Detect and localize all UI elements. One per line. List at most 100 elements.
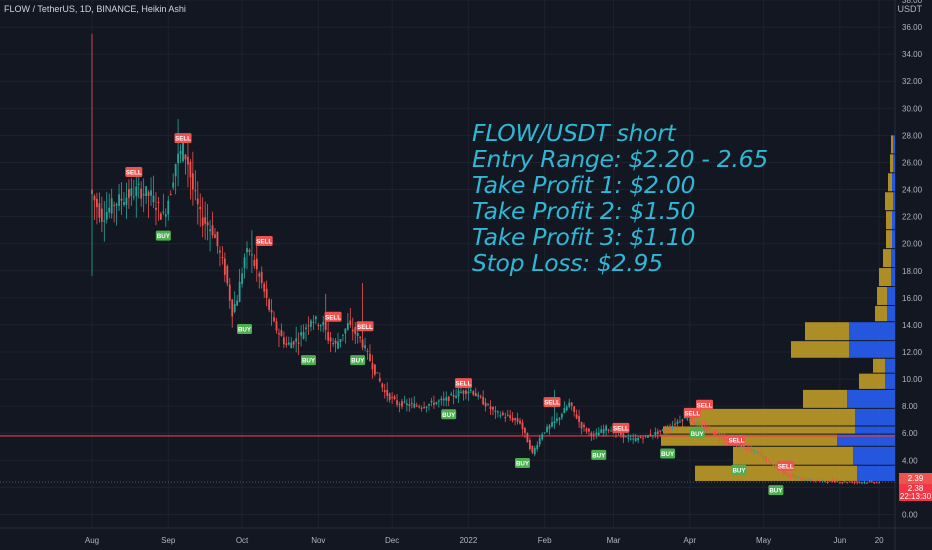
buy-signal: BUY <box>515 458 530 469</box>
candle-body <box>602 429 605 434</box>
signal-label: BUY <box>442 412 456 419</box>
candle-body <box>332 343 334 345</box>
signal-label: BUY <box>516 461 530 468</box>
candle-body <box>765 457 767 461</box>
buy-signal: BUY <box>155 230 171 241</box>
candle-body <box>366 351 369 353</box>
candle-body <box>425 406 428 408</box>
candle-body <box>361 339 364 348</box>
candle-body <box>558 417 561 420</box>
candle-body <box>433 402 435 405</box>
candle-body <box>157 201 160 203</box>
candle-body <box>334 340 337 344</box>
candle-body <box>743 445 745 447</box>
buy-signal: BUY <box>689 428 705 439</box>
y-tick-label: 20.00 <box>902 240 923 249</box>
candle-body <box>516 418 519 422</box>
candle-body <box>543 432 546 434</box>
candle-body <box>752 450 755 452</box>
candle-body <box>209 229 211 232</box>
candle-body <box>251 254 253 256</box>
candle-body <box>548 425 551 429</box>
signal-label: BUY <box>157 233 171 240</box>
candle-body <box>167 200 170 215</box>
buy-signal: BUY <box>350 355 366 366</box>
candle-body <box>538 438 541 445</box>
candle-body <box>228 284 231 301</box>
vp-bar-down <box>733 446 853 465</box>
candle-body <box>199 206 202 210</box>
signal-label: BUY <box>661 451 675 458</box>
candle-body <box>312 321 315 323</box>
x-tick-label: May <box>756 536 771 545</box>
candle-body <box>155 207 157 210</box>
candle-body <box>115 204 118 206</box>
candle-body <box>595 432 598 435</box>
candle-body <box>597 432 600 436</box>
candle-body <box>536 444 539 450</box>
candle-body <box>848 481 851 483</box>
candle-body <box>120 198 123 201</box>
candle-body <box>241 273 243 284</box>
candle-body <box>455 395 457 398</box>
candle-body <box>556 418 558 422</box>
y-tick-label: 38.00 <box>902 0 923 5</box>
candle-body <box>484 402 487 407</box>
candle-body <box>300 332 302 336</box>
signal-label: BUY <box>769 488 783 495</box>
candle-body <box>521 422 524 430</box>
candle-body <box>797 477 799 479</box>
candle-body <box>787 474 790 476</box>
vp-bar-up <box>887 287 895 305</box>
candle-body <box>570 402 573 406</box>
candle-body <box>740 444 743 448</box>
candle-body <box>713 430 716 435</box>
candle-body <box>231 299 234 317</box>
candle-body <box>196 198 199 205</box>
candle-body <box>189 161 192 178</box>
vp-bar-down <box>886 230 892 249</box>
candle-body <box>307 325 310 327</box>
candle-body <box>703 426 706 430</box>
candle-body <box>600 429 603 433</box>
candle-body <box>159 213 162 220</box>
candle-body <box>356 333 359 337</box>
price-axis[interactable] <box>895 0 932 550</box>
candle-body <box>445 397 448 401</box>
candle-body <box>329 337 332 342</box>
vp-bar-up <box>891 249 895 268</box>
candle-body <box>681 419 684 422</box>
candle-body <box>371 362 374 370</box>
signal-label: BUY <box>351 358 365 365</box>
candle-body <box>302 332 305 339</box>
y-tick-label: 32.00 <box>902 77 923 86</box>
vp-bar-down <box>805 322 849 341</box>
vp-bar-up <box>855 426 895 434</box>
buy-signal: BUY <box>731 464 747 475</box>
currency-label: USDT <box>897 4 923 14</box>
candle-body <box>656 431 659 435</box>
buy-signal: BUY <box>237 323 253 334</box>
candle-body <box>573 406 576 413</box>
candle-body <box>233 304 236 312</box>
vp-bar-down <box>877 287 887 305</box>
candle-body <box>834 480 836 483</box>
vp-bar-up <box>893 154 895 173</box>
y-tick-label: 4.00 <box>902 456 918 465</box>
signal-label: SELL <box>729 438 745 445</box>
candle-body <box>831 480 834 482</box>
candle-body <box>838 482 841 484</box>
candle-body <box>437 400 440 402</box>
candle-body <box>811 479 814 481</box>
annotation-line-3: Take Profit 1: $2.00 <box>472 171 696 199</box>
prev-price-tag: 2.38 <box>899 484 932 493</box>
candle-body <box>863 482 866 484</box>
sell-signal: SELL <box>324 311 342 322</box>
symbol-legend[interactable]: FLOW / TetherUS, 1D, BINANCE, Heikin Ash… <box>4 4 186 14</box>
candle-body <box>809 479 812 481</box>
candle-body <box>184 154 187 160</box>
candle-body <box>376 372 379 374</box>
candle-body <box>150 190 152 196</box>
candle-body <box>821 480 824 482</box>
